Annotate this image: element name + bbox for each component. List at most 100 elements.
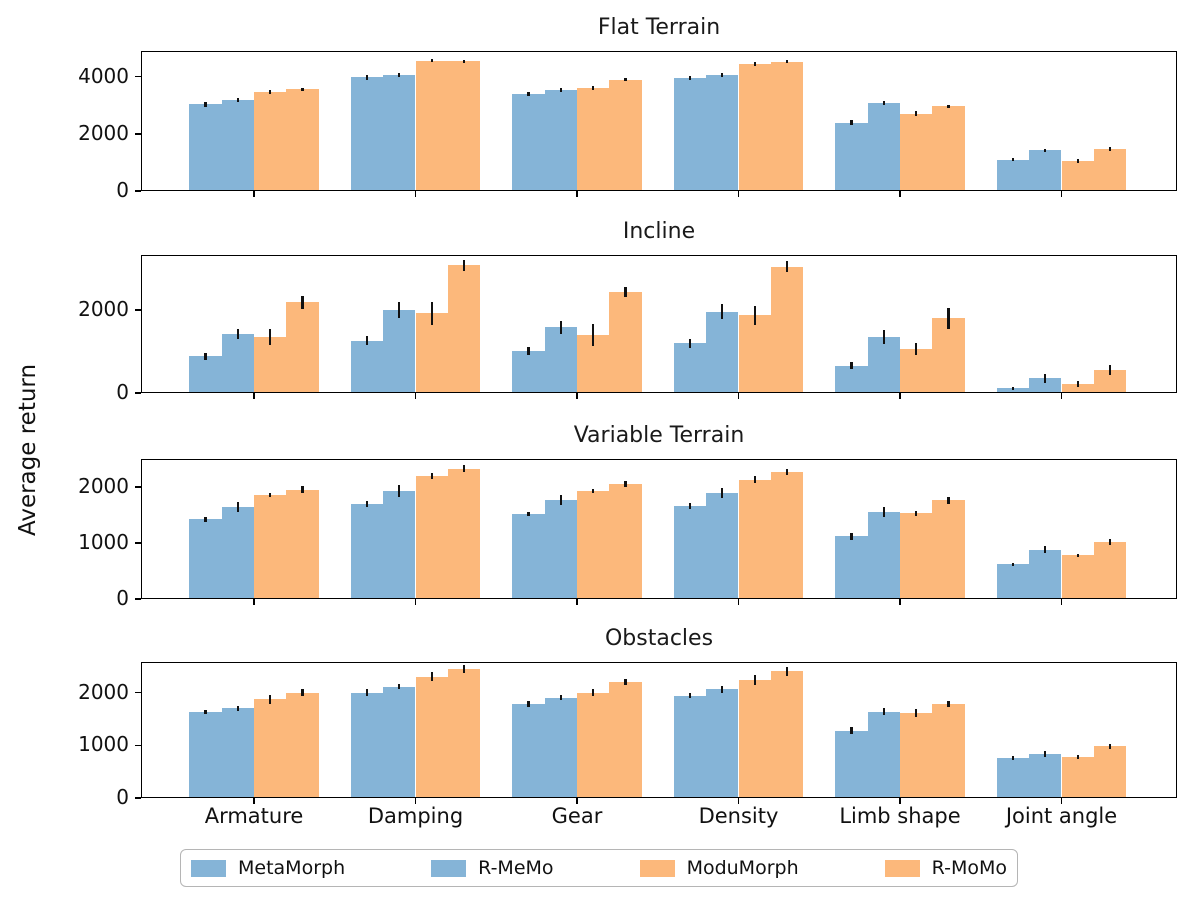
bar-metamorph xyxy=(350,77,384,191)
legend-item-r-memo: R-MeMo xyxy=(431,857,554,879)
y-tick-label: 0 xyxy=(116,380,129,404)
subplot-title-obstacles: Obstacles xyxy=(604,626,714,651)
y-tick-mark xyxy=(135,76,141,78)
bar-r-memo xyxy=(383,75,416,191)
bar-modumorph xyxy=(415,475,448,599)
bar-r-momo xyxy=(770,471,804,599)
x-tick-mark xyxy=(1060,393,1063,399)
bar-modumorph xyxy=(738,315,771,393)
bar-metamorph xyxy=(996,564,1030,599)
bar-metamorph xyxy=(673,506,707,599)
error-bar xyxy=(301,87,304,91)
error-bar xyxy=(915,343,918,355)
bar-r-memo xyxy=(544,500,577,599)
y-tick-label: 1000 xyxy=(78,732,129,757)
x-tick-mark xyxy=(1060,798,1063,804)
bar-r-memo xyxy=(1029,378,1062,393)
legend-swatch-modumorph xyxy=(639,859,675,877)
bar-modumorph xyxy=(415,676,448,798)
bar-metamorph xyxy=(835,730,868,798)
bar-r-memo xyxy=(1029,753,1062,798)
error-bar xyxy=(1044,374,1047,383)
error-bar xyxy=(527,92,530,97)
error-bar xyxy=(947,104,950,109)
bar-modumorph xyxy=(254,336,287,393)
x-tick-mark xyxy=(253,798,255,804)
error-bar xyxy=(462,465,466,472)
error-bar xyxy=(204,517,207,522)
bar-r-memo xyxy=(867,102,900,191)
error-bar xyxy=(882,506,885,517)
y-tick-mark xyxy=(135,744,141,746)
bar-modumorph xyxy=(900,113,933,191)
y-tick-label: 0 xyxy=(116,586,129,610)
error-bar xyxy=(559,88,562,92)
bar-metamorph xyxy=(512,351,545,393)
bar-modumorph xyxy=(577,692,610,798)
bar-metamorph xyxy=(673,695,707,798)
legend-item-modumorph: ModuMorph xyxy=(639,857,799,879)
x-tick-mark xyxy=(737,393,740,399)
x-tick-label-damping: Damping xyxy=(367,804,464,828)
bar-r-memo xyxy=(867,711,900,798)
legend-item-r-momo: R-MoMo xyxy=(884,857,1007,879)
bar-r-memo xyxy=(221,333,254,393)
error-bar xyxy=(204,709,207,715)
error-bar xyxy=(785,667,789,676)
bar-modumorph xyxy=(254,699,287,798)
bar-modumorph xyxy=(254,494,287,599)
legend-label-r-momo: R-MoMo xyxy=(931,857,1007,879)
bar-modumorph xyxy=(738,479,771,599)
error-bar xyxy=(1011,386,1015,391)
legend-item-metamorph: MetaMorph xyxy=(191,857,345,879)
bar-r-memo xyxy=(221,99,254,191)
x-tick-mark xyxy=(899,393,901,399)
error-bar xyxy=(527,511,530,517)
bar-metamorph xyxy=(350,503,384,599)
bar-modumorph xyxy=(577,88,610,191)
legend-label-modumorph: ModuMorph xyxy=(686,857,799,879)
y-tick-mark xyxy=(135,542,141,544)
y-tick-label: 4000 xyxy=(78,63,129,88)
error-bar xyxy=(559,495,562,506)
bar-r-momo xyxy=(447,61,481,191)
legend-label-r-memo: R-MeMo xyxy=(478,857,554,879)
bar-modumorph xyxy=(900,713,933,798)
bar-r-memo xyxy=(383,309,416,393)
error-bar xyxy=(592,324,595,346)
bar-r-memo xyxy=(544,89,577,191)
error-bar xyxy=(785,468,789,476)
bar-r-momo xyxy=(286,302,319,393)
bar-modumorph xyxy=(1061,161,1094,191)
error-bar xyxy=(688,338,692,348)
y-tick-mark xyxy=(135,190,141,192)
y-tick-mark xyxy=(135,598,141,600)
error-bar xyxy=(269,493,272,497)
error-bar xyxy=(236,98,239,102)
error-bar xyxy=(850,361,853,370)
bar-r-momo xyxy=(447,668,481,798)
error-bar xyxy=(1011,562,1015,566)
error-bar xyxy=(269,328,272,346)
error-bar xyxy=(1076,553,1079,557)
bar-metamorph xyxy=(189,712,222,798)
bar-r-memo xyxy=(221,708,254,798)
bar-r-momo xyxy=(932,500,965,599)
error-bar xyxy=(398,684,401,690)
bar-r-memo xyxy=(383,686,416,798)
bar-modumorph xyxy=(1061,555,1094,599)
bar-metamorph xyxy=(189,519,222,599)
bar-metamorph xyxy=(996,159,1030,191)
bar-modumorph xyxy=(1061,756,1094,798)
bar-r-momo xyxy=(286,489,319,599)
x-tick-mark xyxy=(576,191,578,197)
x-tick-mark xyxy=(737,599,740,605)
error-bar xyxy=(850,532,853,540)
error-bar xyxy=(592,689,595,696)
error-bar xyxy=(1076,754,1079,759)
error-bar xyxy=(365,336,369,345)
bar-r-memo xyxy=(706,492,739,599)
error-bar xyxy=(365,689,369,696)
error-bar xyxy=(850,726,853,735)
